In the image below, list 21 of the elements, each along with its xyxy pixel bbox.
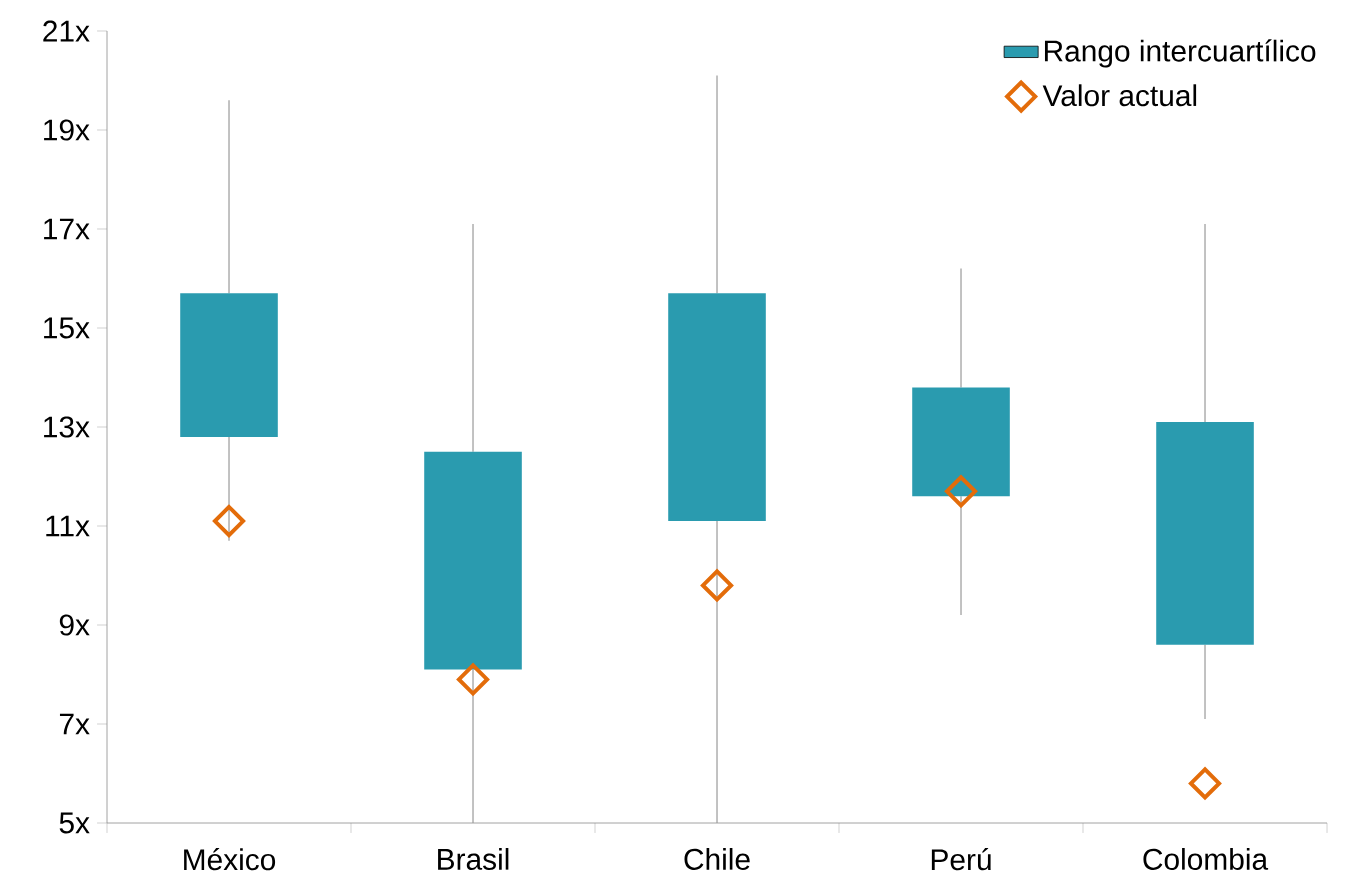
point: [456, 663, 490, 696]
x-tick-label: Perú: [931, 847, 991, 871]
point: [700, 569, 734, 602]
y-tick-label: 7x: [59, 713, 90, 735]
x-tick-label: Colombia: [1143, 847, 1269, 870]
legend-label: Rango intercuartílico: [1044, 39, 1316, 68]
y-tick-label: 15x: [44, 317, 90, 339]
legend-label: Valor actual: [1042, 84, 1197, 107]
point: [1188, 767, 1222, 800]
x-tick-label: Chile: [684, 847, 750, 870]
y-tick-label: 5x: [59, 812, 90, 834]
y-tick-label: 11x: [46, 515, 90, 537]
y-tick-label: 21x: [43, 20, 90, 42]
y-tick-label: 13x: [44, 416, 90, 438]
x-tick-label: Brasil: [438, 847, 509, 870]
y-tick-label: 19x: [44, 119, 90, 141]
point: [212, 504, 246, 538]
y-tick-label: 17x: [44, 218, 90, 240]
y-tick-label: 9x: [59, 614, 90, 636]
point: [944, 475, 978, 508]
x-tick-label: México: [184, 847, 276, 871]
